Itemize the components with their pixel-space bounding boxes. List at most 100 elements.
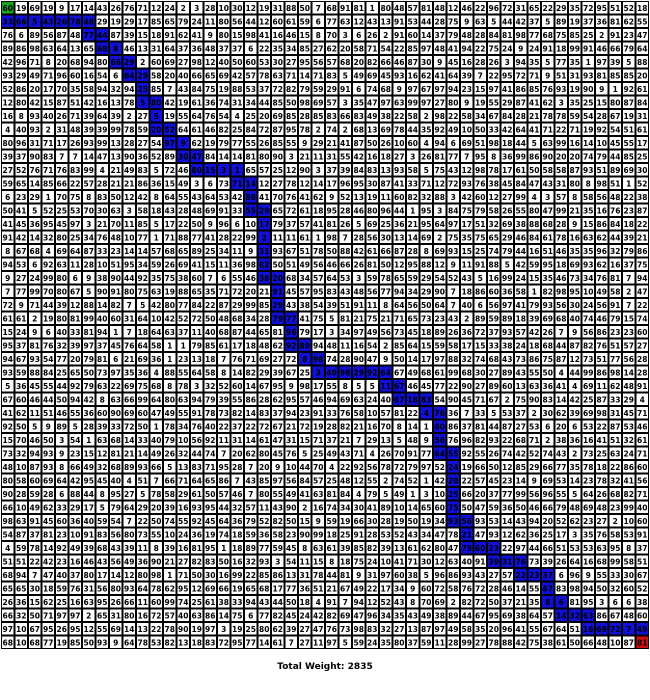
grid-cell[interactable]: 12 [433,176,447,190]
grid-cell[interactable]: 14 [230,149,244,163]
grid-cell[interactable]: 89 [190,244,204,258]
grid-cell[interactable]: 5 [352,217,366,231]
grid-cell[interactable]: 7 [122,325,136,339]
grid-cell[interactable]: 12 [95,446,109,460]
grid-cell[interactable]: 42 [514,446,528,460]
grid-cell[interactable]: 9 [298,136,312,150]
grid-cell[interactable]: 34 [473,109,487,123]
grid-cell[interactable]: 22 [176,217,190,231]
grid-cell[interactable]: 9 [460,95,474,109]
grid-cell[interactable]: 93 [581,257,595,271]
grid-cell[interactable]: 12 [257,14,271,28]
grid-cell[interactable]: 40 [149,433,163,447]
grid-cell[interactable]: 17 [230,338,244,352]
grid-cell[interactable]: 22 [554,122,568,136]
grid-cell[interactable]: 33 [487,338,501,352]
grid-cell[interactable]: 99 [514,190,528,204]
grid-cell[interactable]: 54 [433,271,447,285]
grid-cell[interactable]: 3 [541,190,555,204]
grid-cell[interactable]: 76 [230,352,244,366]
grid-cell[interactable]: 28 [595,109,609,123]
grid-cell[interactable]: 88 [28,365,42,379]
grid-cell[interactable]: 3 [338,95,352,109]
grid-cell[interactable]: 11 [365,298,379,312]
grid-cell[interactable]: 53 [527,419,541,433]
grid-cell[interactable]: 50 [230,55,244,69]
grid-cell[interactable]: 22 [217,419,231,433]
grid-cell[interactable]: 17 [460,217,474,231]
grid-cell[interactable]: 21 [352,311,366,325]
grid-cell[interactable]: 71 [230,176,244,190]
grid-cell[interactable]: 60 [433,419,447,433]
grid-cell[interactable]: 42 [352,244,366,258]
grid-cell[interactable]: 33 [109,419,123,433]
grid-cell[interactable]: 63 [149,284,163,298]
grid-cell[interactable]: 33 [487,122,501,136]
grid-cell[interactable]: 42 [568,392,582,406]
grid-cell[interactable]: 38 [379,109,393,123]
grid-cell[interactable]: 46 [325,257,339,271]
grid-cell[interactable]: 29 [257,365,271,379]
grid-cell[interactable]: 25 [473,244,487,258]
grid-cell[interactable]: 98 [595,176,609,190]
grid-cell[interactable]: 91 [271,284,285,298]
grid-cell[interactable]: 8 [1,244,15,258]
grid-cell[interactable]: 21 [109,176,123,190]
grid-cell[interactable]: 58 [554,163,568,177]
grid-cell[interactable]: 96 [14,55,28,69]
grid-cell[interactable]: 36 [136,149,150,163]
grid-cell[interactable]: 34 [244,311,258,325]
grid-cell[interactable]: 36 [190,41,204,55]
grid-cell[interactable]: 71 [473,392,487,406]
grid-cell[interactable]: 72 [271,82,285,96]
grid-cell[interactable]: 19 [568,14,582,28]
grid-cell[interactable]: 51 [608,433,622,447]
grid-cell[interactable]: 87 [622,95,636,109]
grid-cell[interactable]: 55 [176,109,190,123]
grid-cell[interactable]: 62 [176,28,190,42]
grid-cell[interactable]: 88 [176,284,190,298]
grid-cell[interactable]: 89 [122,460,136,474]
grid-cell[interactable]: 63 [109,392,123,406]
grid-cell[interactable]: 44 [392,203,406,217]
grid-cell[interactable]: 68 [325,1,339,15]
grid-cell[interactable]: 50 [1,203,15,217]
grid-cell[interactable]: 69 [568,257,582,271]
grid-cell[interactable]: 35 [581,244,595,258]
grid-cell[interactable]: 73 [217,406,231,420]
grid-cell[interactable]: 33 [95,244,109,258]
grid-cell[interactable]: 55 [514,203,528,217]
grid-cell[interactable]: 94 [284,406,298,420]
grid-cell[interactable]: 21 [352,419,366,433]
grid-cell[interactable]: 80 [163,298,177,312]
grid-cell[interactable]: 21 [122,176,136,190]
grid-cell[interactable]: 35 [568,55,582,69]
grid-cell[interactable]: 91 [338,1,352,15]
grid-cell[interactable]: 84 [527,230,541,244]
grid-cell[interactable]: 54 [608,122,622,136]
grid-cell[interactable]: 41 [203,230,217,244]
grid-cell[interactable]: 78 [554,109,568,123]
grid-cell[interactable]: 3 [500,55,514,69]
grid-cell[interactable]: 22 [446,379,460,393]
grid-cell[interactable]: 14 [406,419,420,433]
grid-cell[interactable]: 11 [284,230,298,244]
grid-cell[interactable]: 40 [379,392,393,406]
grid-cell[interactable]: 83 [257,406,271,420]
grid-cell[interactable]: 18 [554,257,568,271]
grid-cell[interactable]: 73 [95,365,109,379]
grid-cell[interactable]: 78 [176,379,190,393]
grid-cell[interactable]: 71 [203,460,217,474]
grid-cell[interactable]: 14 [554,392,568,406]
grid-cell[interactable]: 19 [41,311,55,325]
grid-cell[interactable]: 9 [1,271,15,285]
grid-cell[interactable]: 14 [406,230,420,244]
grid-cell[interactable]: 17 [55,136,69,150]
grid-cell[interactable]: 65 [487,230,501,244]
grid-cell[interactable]: 27 [284,55,298,69]
grid-cell[interactable]: 68 [95,41,109,55]
grid-cell[interactable]: 73 [568,271,582,285]
grid-cell[interactable]: 76 [284,446,298,460]
grid-cell[interactable]: 56 [433,433,447,447]
grid-cell[interactable]: 60 [95,406,109,420]
